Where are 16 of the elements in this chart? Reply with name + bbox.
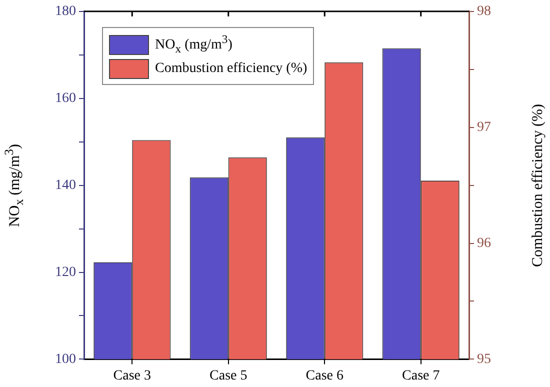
legend-label: Combustion efficiency (%) bbox=[155, 60, 308, 77]
legend-label: NO$_{x}$ (mg/m$^{3}$) bbox=[155, 33, 232, 56]
x-tick-label: Case 6 bbox=[306, 368, 344, 384]
y-tick-label: 140 bbox=[55, 178, 76, 193]
y-tick-label: 180 bbox=[55, 4, 76, 20]
y2-tick-label: 98 bbox=[477, 4, 491, 20]
x-tick-label: Case 5 bbox=[210, 368, 248, 384]
y2-tick-label: 95 bbox=[477, 352, 491, 367]
y2-tick-label: 96 bbox=[477, 236, 491, 251]
y-tick-label: 120 bbox=[55, 264, 76, 280]
y-tick-label: 100 bbox=[55, 352, 76, 367]
y2-axis-title: Combustion efficiency (%) bbox=[530, 104, 546, 267]
y2-tick-label: 97 bbox=[477, 120, 491, 136]
x-tick-label: Case 3 bbox=[113, 368, 151, 384]
x-tick-label: Case 7 bbox=[402, 368, 440, 384]
y-tick-label: 160 bbox=[55, 91, 76, 106]
